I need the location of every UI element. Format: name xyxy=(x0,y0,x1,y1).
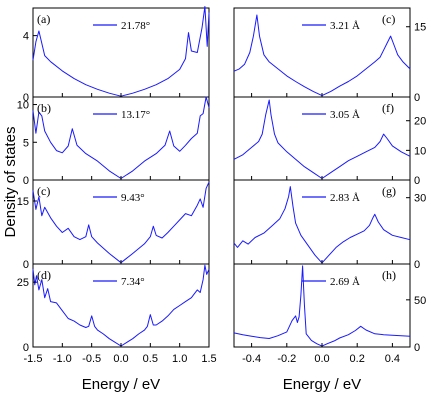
right-panel-1-label: (c) xyxy=(382,12,395,26)
right-panel-4-label: (h) xyxy=(382,268,396,282)
right-x-tick-label: 0.0 xyxy=(314,353,329,365)
left-panel-2-y-tick-label: 5 xyxy=(23,137,29,149)
left-panel-1-dos-curve xyxy=(32,6,210,97)
left-panel-4-y-tick-label: 25 xyxy=(17,277,29,289)
right-x-tick-label: -0.4 xyxy=(242,353,261,365)
left-panel-2-y-tick-label: 10 xyxy=(17,100,29,112)
left-panel-3-label: (c) xyxy=(37,184,50,198)
left-panel-2-y-tick-label: 0 xyxy=(23,175,29,187)
right-x-tick-label: 0.4 xyxy=(385,353,400,365)
left-x-tick-label: 0.0 xyxy=(113,353,128,365)
left-x-tick-label: -1.5 xyxy=(24,353,43,365)
right-x-tick-label: 0.2 xyxy=(350,353,365,365)
right-panel-1-legend-label: 3.21 Å xyxy=(330,20,360,32)
right-panel-2-dos-curve xyxy=(233,99,411,179)
x-axis-title-right: Energy / eV xyxy=(283,376,361,393)
left-panel-1-y-tick-label: 4 xyxy=(23,31,29,43)
left-panel-4-label: (d) xyxy=(37,268,51,282)
right-panel-4-y-tick-label: 50 xyxy=(414,295,426,307)
right-panel-4-y-tick-label: 0 xyxy=(414,342,420,354)
right-x-tick-label: -0.2 xyxy=(277,353,296,365)
left-x-tick-label: 1.5 xyxy=(201,353,216,365)
right-panel-3-label: (g) xyxy=(382,184,396,198)
y-axis-title: Density of states xyxy=(2,127,19,238)
panels-layer: 0 4 (a) 21.78° 0 5 10 (b) 13.17° 0 15 (c) 9.43° 0 25 (d… xyxy=(17,6,426,365)
right-panel-3-dos-curve xyxy=(233,186,411,264)
right-panel-3-y-tick-label: 30 xyxy=(414,193,426,205)
right-panel-2-y-tick-label: 10 xyxy=(414,145,426,157)
left-panel-2-label: (b) xyxy=(37,101,51,115)
right-panel-4-legend-label: 2.69 Å xyxy=(330,276,360,288)
right-panel-1-y-tick-label: 15 xyxy=(414,22,426,34)
right-panel-1-dos-curve xyxy=(233,14,411,97)
right-panel-1-y-tick-label: 0 xyxy=(414,92,420,104)
left-panel-3-legend-label: 9.43° xyxy=(121,192,145,204)
right-panel-4-dos-curve xyxy=(233,265,411,347)
right-panel-3-legend-label: 2.83 Å xyxy=(330,192,360,204)
left-x-tick-label: -0.5 xyxy=(82,353,101,365)
right-panel-2-y-tick-label: 20 xyxy=(414,116,426,128)
left-panel-1-y-tick-label: 0 xyxy=(23,92,29,104)
left-panel-1-legend-label: 21.78° xyxy=(121,20,150,32)
left-x-tick-label: -1.0 xyxy=(53,353,72,365)
right-panel-2-label: (f) xyxy=(382,101,394,115)
right-panel-3-y-tick-label: 0 xyxy=(414,259,420,271)
left-panel-2-legend-label: 13.17° xyxy=(121,109,150,121)
left-panel-1-label: (a) xyxy=(37,12,50,26)
left-x-tick-label: 1.0 xyxy=(172,353,187,365)
x-axis-title-left: Energy / eV xyxy=(82,376,160,393)
left-panel-3-y-tick-label: 0 xyxy=(23,259,29,271)
right-panel-2-legend-label: 3.05 Å xyxy=(330,109,360,121)
left-x-tick-label: 0.5 xyxy=(143,353,158,365)
left-panel-3-y-tick-label: 15 xyxy=(17,196,29,208)
right-panel-2-y-tick-label: 0 xyxy=(414,175,420,187)
left-panel-4-y-tick-label: 0 xyxy=(23,342,29,354)
left-panel-4-legend-label: 7.34° xyxy=(121,276,145,288)
